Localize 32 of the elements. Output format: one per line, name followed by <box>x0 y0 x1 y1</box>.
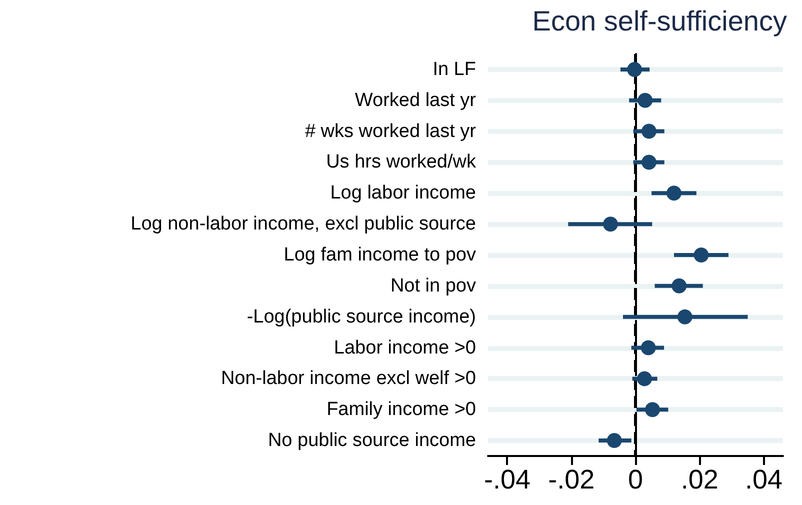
point <box>641 154 656 170</box>
point <box>603 216 618 232</box>
x-tick-label: -.02 <box>548 464 595 494</box>
point <box>638 92 653 108</box>
y-tick-label: Log non-labor income, excl public source <box>130 214 476 235</box>
point <box>606 433 622 448</box>
y-tick-label: Labor income >0 <box>334 337 476 358</box>
point <box>677 309 692 324</box>
x-tick-label: -.04 <box>484 464 531 494</box>
point <box>627 62 642 77</box>
x-tick-label: 0 <box>628 464 644 494</box>
point <box>645 402 660 418</box>
point <box>636 371 652 386</box>
point <box>641 124 656 139</box>
point <box>672 278 687 294</box>
y-tick-label: In LF <box>432 58 476 80</box>
point <box>694 248 709 262</box>
y-tick-label: # wks worked last yr <box>304 120 477 142</box>
y-tick-label: Non-labor income excl welf >0 <box>220 368 476 390</box>
x-tick-label: .04 <box>744 464 783 494</box>
y-tick-label: Not in pov <box>390 275 476 296</box>
y-tick-label: -Log(public source income) <box>246 306 476 328</box>
x-tick-label: .02 <box>680 464 718 494</box>
y-tick-label: Us hrs worked/wk <box>326 152 476 173</box>
y-tick-label: Family income >0 <box>326 399 476 420</box>
y-tick-label: Log fam income to pov <box>284 244 476 266</box>
chart-title: Econ self-sufficiency <box>532 6 788 36</box>
y-tick-label: No public source income <box>268 430 476 452</box>
y-tick-label: Log labor income <box>330 182 476 204</box>
y-tick-label: Worked last yr <box>354 90 477 111</box>
point <box>666 186 682 201</box>
point <box>640 340 656 356</box>
